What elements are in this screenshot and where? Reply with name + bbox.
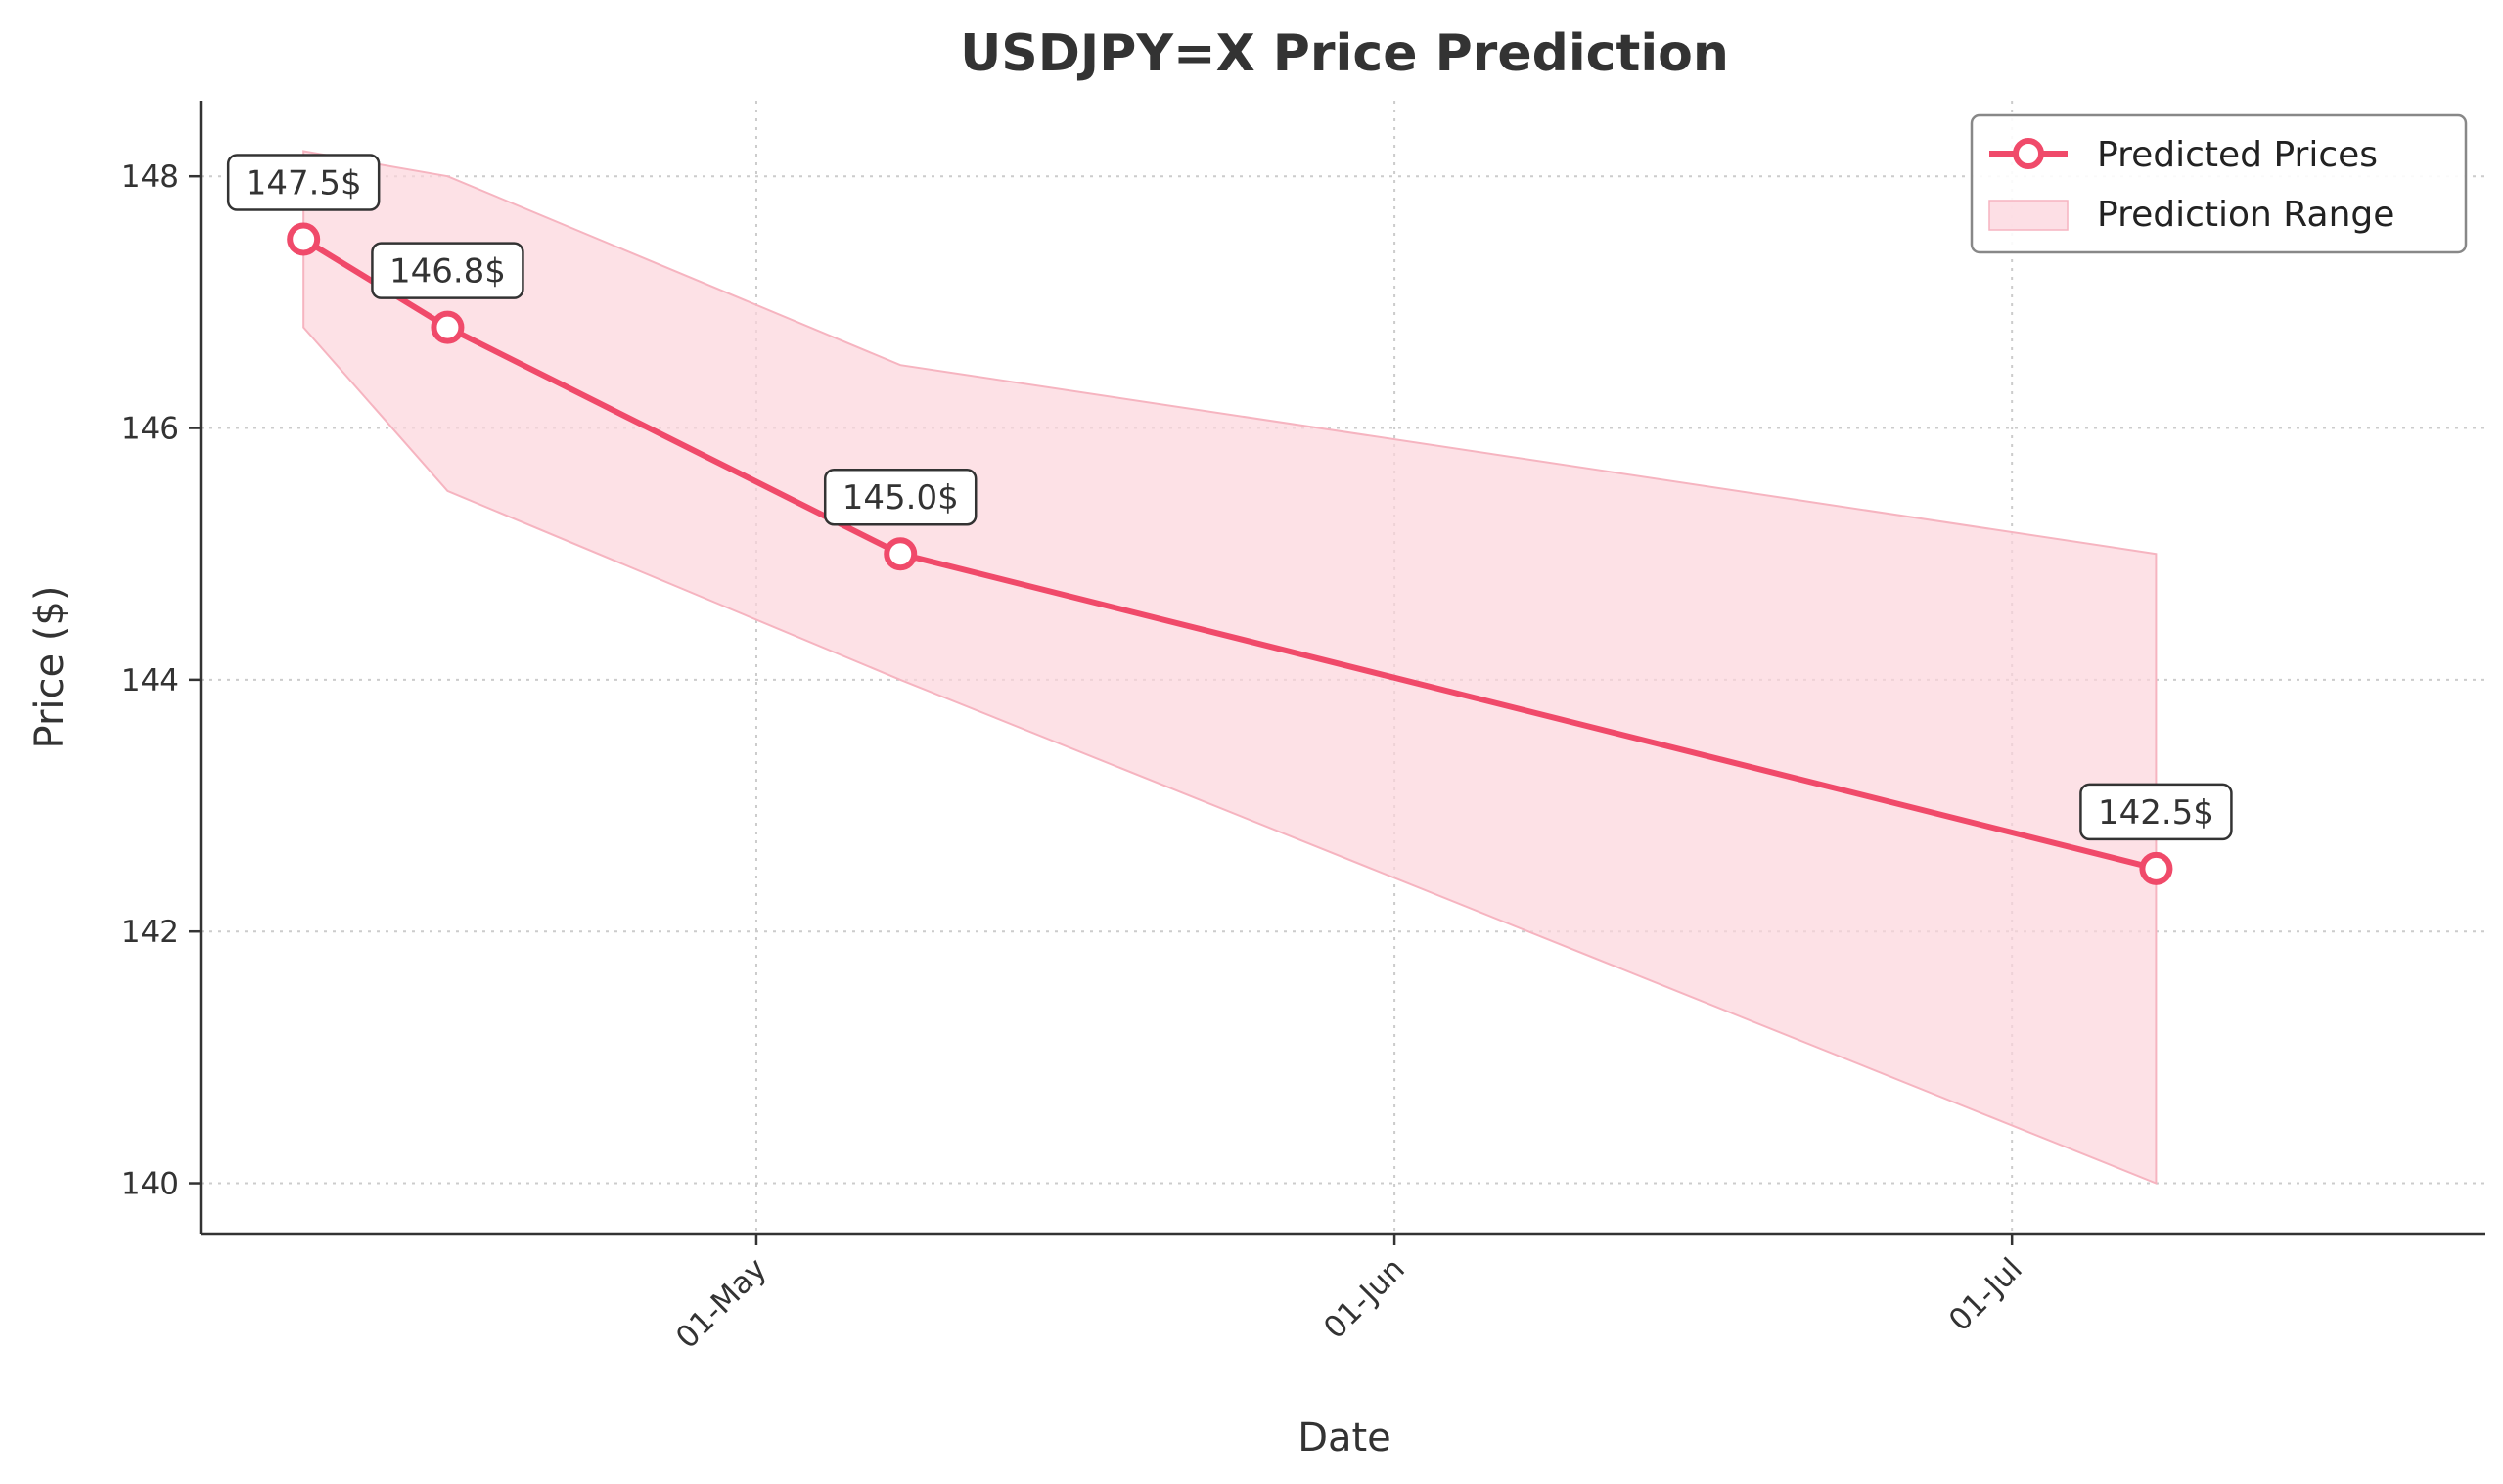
data-label: 142.5$ (2098, 793, 2214, 832)
legend-label-predicted-prices: Predicted Prices (2097, 135, 2378, 175)
annotations-layer: 147.5$ 146.8$ 145.0$ 142.5$ (226, 154, 2233, 841)
chart-title: USDJPY=X Price Prediction (960, 24, 1729, 83)
y-tick-label: 140 (121, 1167, 179, 1202)
legend-box (1970, 113, 2468, 254)
data-label: 145.0$ (842, 478, 959, 517)
legend-label-prediction-range: Prediction Range (2097, 195, 2394, 235)
data-label-box (371, 242, 524, 299)
data-label: 146.8$ (389, 252, 506, 292)
x-tick-label: 01-Jun (1317, 1251, 1412, 1346)
legend-band-swatch (1988, 200, 2069, 231)
data-point-marker (884, 537, 918, 571)
data-point-marker (2139, 851, 2173, 885)
x-tick-label: 01-Jul (1942, 1251, 2029, 1338)
data-label-box (2079, 783, 2233, 841)
data-point-marker (287, 222, 321, 256)
legend: Predicted Prices Prediction Range (1970, 113, 2468, 254)
axes (199, 101, 2485, 1236)
y-tick-label: 142 (121, 915, 179, 950)
data-label-box (823, 468, 978, 526)
y-tick-label: 148 (121, 159, 179, 195)
data-label: 147.5$ (246, 164, 362, 203)
prediction-range-band (302, 150, 2158, 1185)
legend-marker-swatch (2013, 138, 2044, 169)
y-tick-label: 146 (121, 412, 179, 447)
y-tick-label: 144 (121, 663, 179, 698)
prediction-range-layer (302, 150, 2158, 1185)
x-axis-title: Date (1297, 1416, 1391, 1461)
data-point-marker (431, 310, 465, 344)
y-axis-title: Price ($) (27, 586, 72, 749)
data-label-box (226, 154, 381, 211)
x-tick-label: 01-May (669, 1251, 774, 1356)
